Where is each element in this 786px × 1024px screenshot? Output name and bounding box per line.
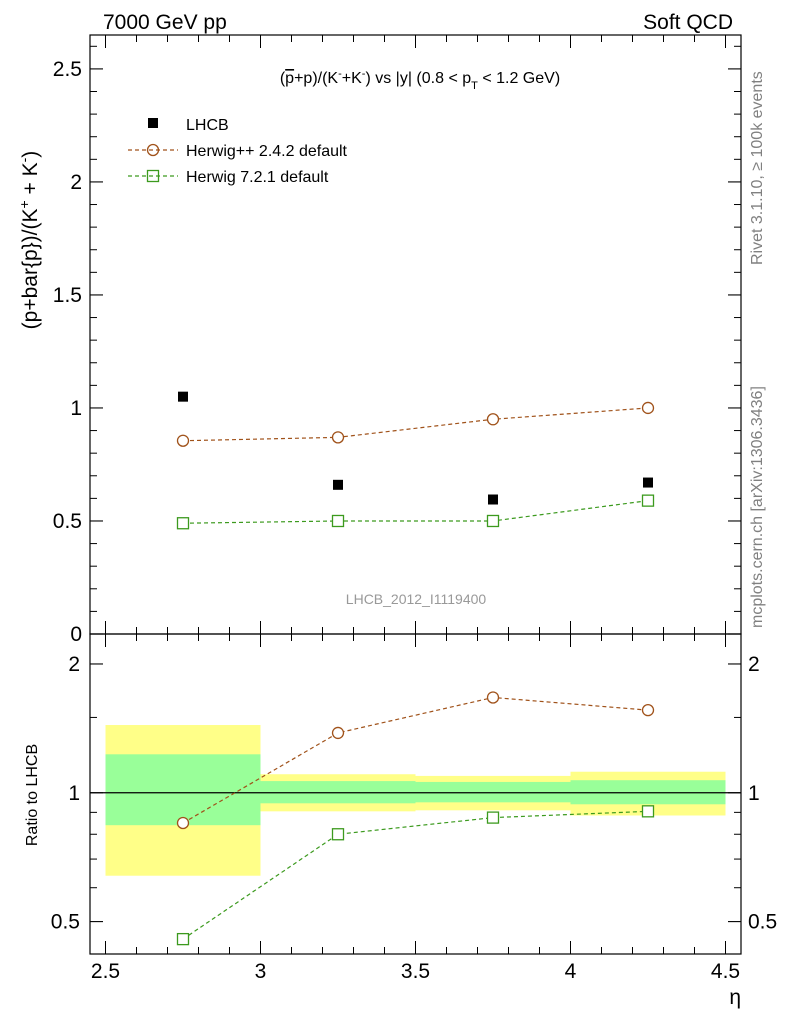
legend-lhcb-marker bbox=[148, 118, 158, 128]
main-point-herwig7 bbox=[486, 514, 500, 528]
category-label: Soft QCD bbox=[643, 11, 733, 34]
ratio-point-herwigpp bbox=[486, 691, 500, 704]
main-line-herwig7 bbox=[182, 500, 649, 524]
main-line-herwigpp bbox=[182, 407, 649, 442]
x-tick-label-2: 3.5 bbox=[401, 960, 430, 983]
main-point-lhcb bbox=[643, 477, 653, 488]
mcplots-label: mcplots.cern.ch [arXiv:1306.3436] bbox=[749, 386, 766, 628]
ratio-line-herwigpp bbox=[182, 696, 649, 824]
ratio-point-herwig7 bbox=[486, 811, 500, 824]
main-point-herwigpp bbox=[486, 413, 500, 426]
rivet-label: Rivet 3.1.10, ≥ 100k events bbox=[749, 71, 766, 265]
collision-label: 7000 GeV pp bbox=[103, 11, 227, 34]
ratio-y-axis-label: Ratio to LHCB bbox=[24, 744, 41, 846]
ratio-point-herwig7 bbox=[331, 828, 345, 841]
ratio-y-tick-label-right-2: 2 bbox=[748, 653, 760, 676]
main-point-herwig7 bbox=[331, 514, 345, 528]
main-y-tick-label-1: 0.5 bbox=[53, 510, 82, 533]
analysis-label: LHCB_2012_I1119400 bbox=[346, 591, 487, 607]
main-plot-title: (p+p)/(K-+K-) vs |y| (0.8 < pT < 1.2 GeV… bbox=[280, 68, 560, 92]
x-tick-label-3: 4 bbox=[565, 960, 577, 983]
legend-herwigpp-label: Herwig++ 2.4.2 default bbox=[186, 143, 348, 160]
main-point-herwigpp bbox=[331, 431, 345, 444]
main-point-lhcb bbox=[488, 494, 498, 505]
ratio-point-herwig7 bbox=[176, 932, 190, 946]
main-y-tick-label-2: 1 bbox=[70, 397, 82, 420]
main-point-lhcb bbox=[333, 479, 343, 490]
legend: LHCB Herwig++ 2.4.2 default Herwig 7.2.1… bbox=[128, 117, 348, 186]
main-y-axis-label: (p+bar{p})/(K+ + K-) bbox=[16, 151, 42, 330]
ratio-y-tick-label-left-0: 0.5 bbox=[51, 911, 80, 934]
ratio-point-herwigpp bbox=[331, 726, 345, 740]
ratio-y-tick-label-left-2: 2 bbox=[68, 653, 80, 676]
x-axis-label: η bbox=[729, 986, 741, 1009]
legend-herwig7-label: Herwig 7.2.1 default bbox=[186, 169, 329, 186]
legend-herwig7-marker bbox=[146, 169, 160, 183]
main-y-tick-label-0: 0 bbox=[70, 623, 82, 646]
main-y-tick-label-3: 1.5 bbox=[53, 284, 82, 307]
ratio-y-tick-label-right-0: 0.5 bbox=[748, 911, 777, 934]
ratio-y-tick-label-right-1: 1 bbox=[748, 782, 760, 805]
ratio-point-herwig7 bbox=[641, 805, 655, 818]
x-tick-label-0: 2.5 bbox=[91, 960, 120, 983]
legend-herwigpp-marker bbox=[146, 143, 160, 157]
x-tick-label-4: 4.5 bbox=[711, 960, 740, 983]
main-point-herwig7 bbox=[176, 517, 190, 530]
legend-lhcb-label: LHCB bbox=[186, 117, 229, 134]
main-y-tick-label-4: 2 bbox=[70, 171, 82, 194]
main-point-lhcb bbox=[178, 391, 188, 402]
ratio-band-inner-2 bbox=[415, 781, 571, 803]
x-tick-label-1: 3 bbox=[255, 960, 267, 983]
ratio-y-tick-label-left-1: 1 bbox=[68, 782, 80, 805]
main-y-tick-label-5: 2.5 bbox=[53, 58, 82, 81]
main-point-herwigpp bbox=[176, 434, 190, 447]
main-point-herwigpp bbox=[641, 401, 655, 415]
main-point-herwig7 bbox=[641, 494, 655, 507]
ratio-point-herwigpp bbox=[176, 816, 190, 830]
ratio-point-herwigpp bbox=[641, 703, 655, 717]
ratio-line-herwig7 bbox=[182, 810, 649, 940]
ratio-band-inner-0 bbox=[105, 754, 261, 826]
